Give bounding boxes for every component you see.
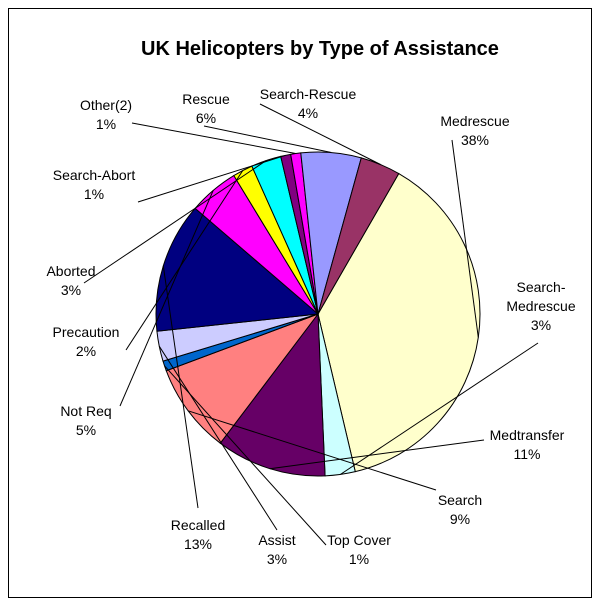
leader-line	[162, 265, 199, 509]
leader-line	[83, 160, 267, 284]
slice-label: Search-Abort 1%	[53, 167, 136, 202]
slice-label: Medrescue 38%	[440, 113, 509, 148]
slice-label: Search-Rescue 4%	[260, 86, 357, 121]
slice-label: Medtransfer 11%	[490, 427, 565, 462]
slice-label: Not Req 5%	[60, 403, 111, 438]
leader-line	[119, 190, 214, 407]
leader-line	[187, 410, 437, 491]
leader-lines	[83, 103, 539, 546]
leader-line	[340, 342, 539, 475]
pie-slice-search-rescue	[317, 157, 400, 315]
chart-title: UK Helicopters by Type of Assistance	[141, 38, 499, 60]
slice-label: Search-Medrescue 3%	[506, 279, 575, 333]
slice-label: Aborted 3%	[46, 263, 95, 298]
slice-label: Search 9%	[438, 492, 482, 527]
slice-label: Assist 3%	[258, 532, 295, 567]
leader-line	[125, 170, 244, 351]
slice-label: Precaution 2%	[53, 324, 120, 359]
leader-line	[451, 139, 479, 338]
leader-line	[269, 439, 485, 470]
slice-labels: Medrescue 38% Search-Medrescue 3% Medtransfe…	[46, 86, 575, 567]
leader-line	[203, 125, 332, 153]
slice-label: Top Cover 1%	[327, 532, 391, 567]
leader-line	[259, 103, 381, 165]
slice-label: Other(2) 1%	[80, 97, 132, 132]
leader-line	[131, 122, 296, 154]
slice-label: Rescue 6%	[182, 91, 230, 126]
leader-line	[137, 154, 286, 203]
pie-slices	[155, 151, 481, 477]
slice-label: Recalled 13%	[171, 517, 225, 552]
